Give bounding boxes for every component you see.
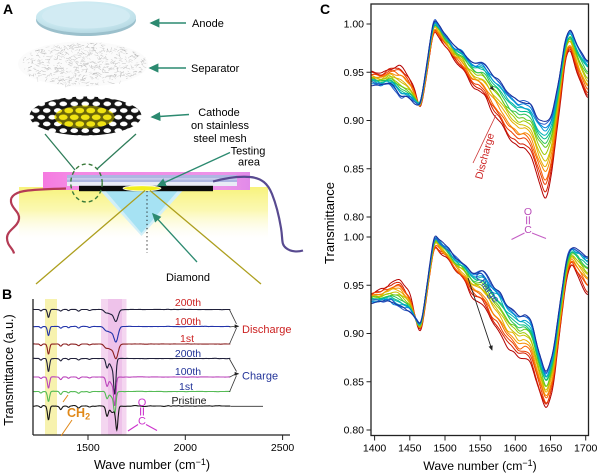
- svg-text:Discharge: Discharge: [242, 324, 292, 336]
- svg-text:Wave number (cm−1): Wave number (cm−1): [94, 457, 210, 472]
- svg-text:O: O: [524, 206, 532, 218]
- svg-text:1400: 1400: [363, 443, 387, 455]
- svg-text:Testing: Testing: [231, 146, 266, 158]
- svg-text:0.90: 0.90: [344, 328, 365, 340]
- svg-text:1600: 1600: [504, 443, 528, 455]
- svg-text:1.00: 1.00: [344, 232, 365, 244]
- svg-text:Anode: Anode: [192, 18, 224, 30]
- svg-text:0.80: 0.80: [344, 425, 365, 437]
- svg-text:200th: 200th: [175, 297, 201, 309]
- svg-text:1650: 1650: [539, 443, 563, 455]
- svg-text:1700: 1700: [574, 443, 598, 455]
- svg-text:Transmittance (a.u.): Transmittance (a.u.): [2, 314, 16, 425]
- svg-text:2000: 2000: [174, 442, 198, 454]
- svg-text:100th: 100th: [175, 366, 201, 378]
- svg-text:0.85: 0.85: [344, 163, 365, 175]
- svg-text:100th: 100th: [175, 316, 201, 328]
- svg-text:C: C: [524, 224, 532, 236]
- svg-text:A: A: [3, 1, 13, 17]
- svg-text:Diamond: Diamond: [166, 272, 210, 284]
- svg-text:area: area: [238, 157, 261, 169]
- svg-text:Pristine: Pristine: [171, 395, 206, 407]
- svg-text:Cathode: Cathode: [198, 107, 240, 119]
- svg-text:Transmittance: Transmittance: [322, 182, 337, 264]
- svg-text:Discharge: Discharge: [473, 132, 497, 181]
- svg-text:0.95: 0.95: [344, 280, 365, 292]
- svg-text:0.95: 0.95: [344, 67, 365, 79]
- svg-text:2500: 2500: [271, 442, 295, 454]
- svg-text:C: C: [320, 1, 330, 17]
- svg-text:1500: 1500: [76, 442, 100, 454]
- svg-text:1450: 1450: [398, 443, 422, 455]
- svg-text:1st: 1st: [179, 381, 193, 393]
- svg-text:on stainless: on stainless: [191, 120, 250, 132]
- svg-text:steel mesh: steel mesh: [193, 133, 246, 145]
- svg-text:B: B: [2, 286, 12, 302]
- svg-text:0.80: 0.80: [344, 212, 365, 224]
- svg-text:C: C: [138, 416, 146, 428]
- svg-text:Wave number (cm−1): Wave number (cm−1): [423, 458, 536, 473]
- svg-text:0.85: 0.85: [344, 376, 365, 388]
- svg-text:0.90: 0.90: [344, 115, 365, 127]
- svg-text:Separator: Separator: [191, 63, 240, 75]
- svg-text:1500: 1500: [433, 443, 457, 455]
- svg-text:1550: 1550: [469, 443, 493, 455]
- svg-text:200th: 200th: [175, 348, 201, 360]
- svg-text:1st: 1st: [180, 333, 194, 345]
- svg-text:CH2: CH2: [67, 406, 90, 422]
- svg-text:O: O: [138, 397, 147, 409]
- svg-text:Charge: Charge: [242, 371, 278, 383]
- svg-text:1.00: 1.00: [344, 19, 365, 31]
